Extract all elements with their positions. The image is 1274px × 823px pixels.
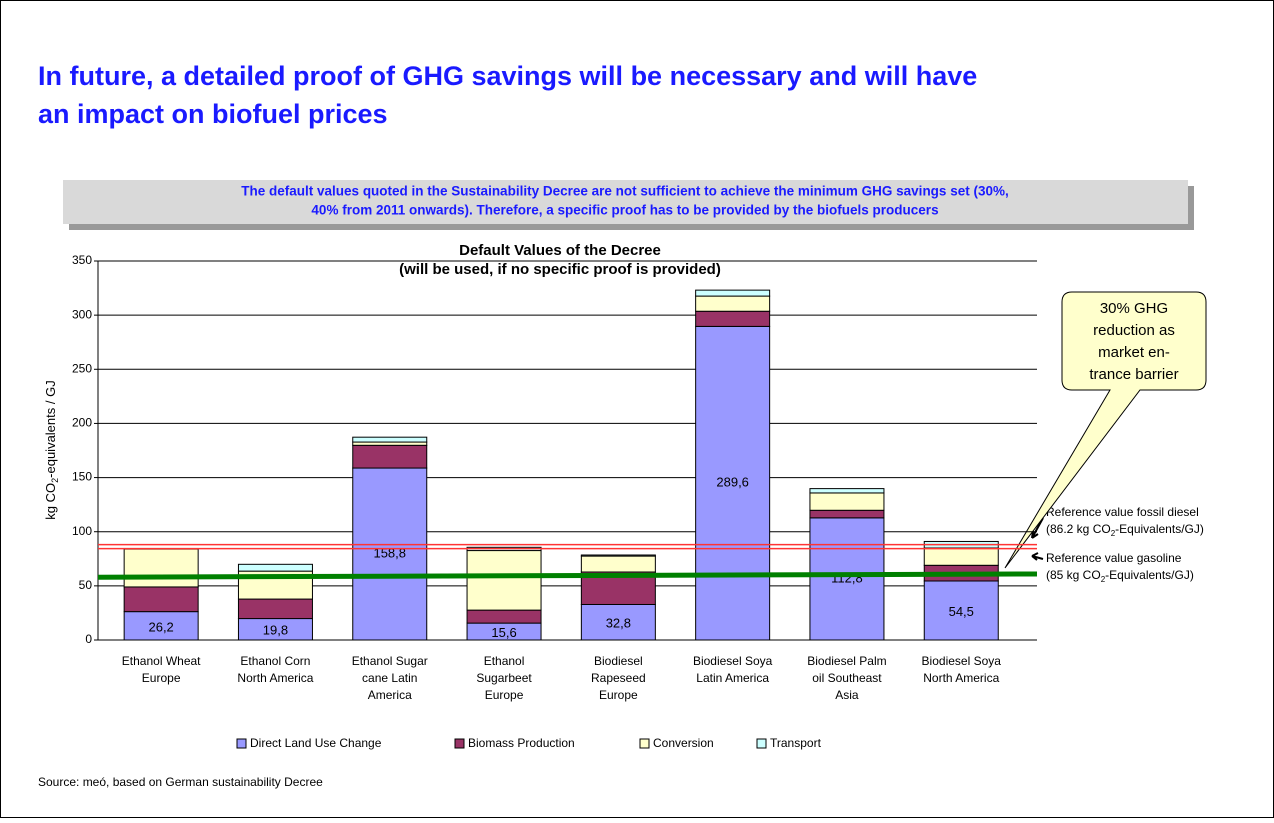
bar-segment [123, 548, 199, 588]
legend-label: Transport [770, 736, 822, 750]
value-label: 54,5 [949, 604, 974, 619]
value-label: 32,8 [606, 616, 631, 631]
legend-swatch [454, 738, 465, 749]
y-tick-label: 150 [72, 470, 92, 484]
x-tick-label: Biodiesel Palm [807, 654, 886, 668]
y-tick-label: 250 [72, 361, 92, 375]
x-tick-label: Sugarbeet [476, 671, 532, 685]
bar-segment [809, 492, 885, 511]
x-tick-label: Ethanol [484, 654, 525, 668]
slide-title: an impact on biofuel prices [38, 99, 388, 129]
legend-label: Direct Land Use Change [250, 736, 382, 750]
value-label: 15,6 [491, 625, 516, 640]
bar-segment [123, 611, 199, 641]
bar-segment [809, 488, 885, 494]
ref-label: (86.2 kg CO2-Equivalents/GJ) [1046, 522, 1204, 538]
bar-segment [580, 555, 656, 573]
y-tick-label: 350 [72, 253, 92, 267]
ref-label: Reference value gasoline [1046, 551, 1182, 565]
ref-arrow [1031, 552, 1044, 561]
x-tick-label: oil Southeast [812, 671, 882, 685]
x-tick-label: Ethanol Sugar [352, 654, 428, 668]
y-label-part: -equivalents / GJ [43, 380, 58, 478]
x-tick-label: Biodiesel Soya [922, 654, 1002, 668]
x-tick-label: Asia [835, 688, 859, 702]
y-axis-label: kg CO2-equivalents / GJ [43, 380, 60, 519]
ref-label-part: (85 kg CO [1046, 568, 1101, 582]
legend-swatch [236, 738, 247, 749]
y-label-part: kg CO [43, 483, 58, 520]
ref-label-part: (86.2 kg CO [1046, 522, 1111, 536]
callout-text: reduction as [1093, 322, 1175, 339]
subtitle: The default values quoted in the Sustain… [241, 184, 1008, 199]
chart-title: Default Values of the Decree [459, 242, 661, 259]
y-tick-label: 0 [85, 632, 92, 646]
y-label-sub: 2 [50, 478, 60, 483]
bar-segment [352, 436, 428, 443]
legend-swatch [639, 738, 650, 749]
y-tick-label: 50 [79, 578, 93, 592]
x-tick-label: North America [237, 671, 313, 685]
bar-segment [809, 517, 885, 641]
callout-text: trance barrier [1089, 366, 1178, 383]
bar-segment [352, 467, 428, 641]
y-tick-label: 200 [72, 416, 92, 430]
bar-segment [352, 444, 428, 469]
bar-segment [237, 563, 313, 572]
x-tick-label: North America [923, 671, 999, 685]
barrier-line [97, 571, 1038, 580]
bar-segment [695, 325, 771, 641]
chart-title: (will be used, if no specific proof is p… [399, 261, 721, 278]
legend-label: Biomass Production [468, 736, 575, 750]
y-tick-label: 100 [72, 524, 92, 538]
ref-label-part: -Equivalents/GJ) [1115, 522, 1204, 536]
callout-text: market en- [1098, 344, 1170, 361]
legend-label: Conversion [653, 736, 714, 750]
source: Source: meó, based on German sustainabil… [38, 775, 323, 789]
ref-label-sub: 2 [1101, 575, 1106, 584]
x-tick-label: Ethanol Corn [240, 654, 310, 668]
ref-label-sub: 2 [1111, 529, 1116, 538]
legend-swatch [756, 738, 767, 749]
subtitle: 40% from 2011 onwards). Therefore, a spe… [311, 203, 938, 218]
bar-segment [466, 609, 542, 624]
y-tick-label: 300 [72, 307, 92, 321]
value-label: 19,8 [263, 623, 288, 638]
ref-label-part: -Equivalents/GJ) [1105, 568, 1194, 582]
callout-text: 30% GHG [1100, 300, 1168, 317]
bar-segment [123, 586, 199, 613]
value-label: 289,6 [716, 475, 749, 490]
bar-segment [695, 289, 771, 297]
x-tick-label: Europe [142, 671, 181, 685]
x-tick-label: cane Latin [362, 671, 417, 685]
ref-label: Reference value fossil diesel [1046, 505, 1199, 519]
subtitle-box [63, 180, 1188, 224]
x-tick-label: Europe [599, 688, 638, 702]
bar-segment [923, 547, 999, 566]
bar-segment [809, 509, 885, 519]
bar-segment [695, 310, 771, 327]
slide-title: In future, a detailed proof of GHG savin… [38, 61, 977, 91]
value-label: 158,8 [373, 545, 406, 560]
callout [1004, 291, 1207, 569]
x-tick-label: Latin America [696, 671, 769, 685]
x-tick-label: Rapeseed [591, 671, 646, 685]
bar-segment [695, 295, 771, 312]
bar-segment [466, 550, 542, 611]
ref-label: (85 kg CO2-Equivalents/GJ) [1046, 568, 1194, 584]
x-tick-label: Biodiesel [594, 654, 643, 668]
bar-segment [580, 554, 656, 557]
value-label: 26,2 [148, 619, 173, 634]
bar-segment [237, 598, 313, 620]
x-tick-label: America [368, 688, 412, 702]
x-tick-label: Ethanol Wheat [122, 654, 201, 668]
x-tick-label: Europe [485, 688, 524, 702]
x-tick-label: Biodiesel Soya [693, 654, 773, 668]
